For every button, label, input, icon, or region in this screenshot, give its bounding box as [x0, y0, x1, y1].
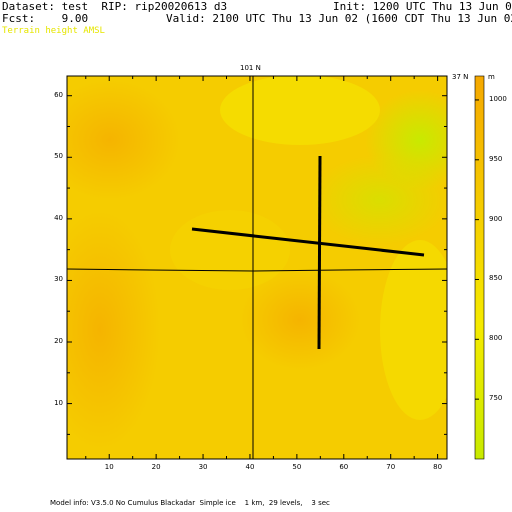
x-tick-label: 20 [151, 463, 161, 471]
colorbar-label: 900 [489, 214, 503, 223]
top-latitude-label: 101 N [240, 64, 261, 72]
corner-latitude-label: 37 N [452, 73, 469, 81]
x-tick-label: 80 [433, 463, 443, 471]
colorbar [474, 75, 485, 460]
cross-section-line-ns [317, 155, 322, 350]
map-frame [66, 75, 448, 460]
colorbar-unit: m [488, 73, 495, 81]
colorbar-ticks [475, 99, 479, 400]
y-tick-label: 20 [54, 337, 63, 345]
valid-time: Valid: 2100 UTC Thu 13 Jun 02 (1600 CDT … [166, 12, 512, 25]
horizontal-boundary [66, 268, 448, 272]
field-title: Terrain height AMSL [2, 26, 105, 36]
forecast-hour: Fcst: 9.00 [2, 12, 89, 25]
y-tick-label: 50 [54, 152, 63, 161]
x-tick-label: 40 [245, 463, 255, 471]
y-tick-marks [67, 95, 447, 435]
y-tick-label: 40 [54, 213, 63, 222]
x-tick-marks [85, 76, 439, 459]
colorbar-label: 950 [489, 154, 503, 163]
model-info: Model info: V3.5.0 No Cumulus Blackadar … [50, 499, 330, 507]
y-tick-label: 10 [54, 398, 63, 407]
colorbar-label: 1000 [489, 94, 507, 103]
colorbar-label: 800 [489, 334, 503, 343]
x-tick-label: 60 [339, 463, 349, 471]
colorbar-label: 850 [489, 274, 503, 283]
y-tick-label: 30 [54, 275, 63, 284]
cross-section-line-ew [191, 227, 425, 257]
y-tick-label: 60 [54, 90, 63, 99]
terrain-shading [67, 76, 447, 450]
x-tick-label: 10 [104, 463, 114, 471]
x-tick-label: 70 [386, 463, 396, 471]
x-tick-label: 50 [292, 463, 302, 471]
dataset-label: Dataset: test RIP: rip20020613 d3 [2, 0, 228, 13]
colorbar-label: 750 [489, 394, 503, 403]
init-time: Init: 1200 UTC Thu 13 Jun 02 [333, 0, 512, 13]
x-tick-label: 30 [198, 463, 208, 471]
